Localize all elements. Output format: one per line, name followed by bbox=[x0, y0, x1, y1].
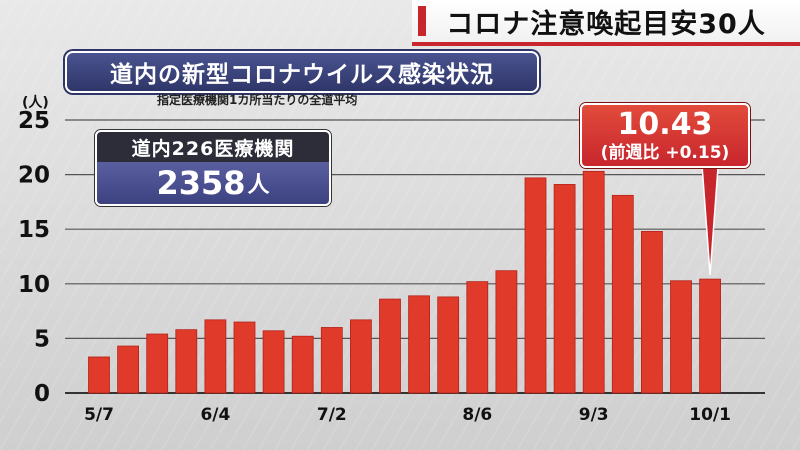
bar bbox=[408, 295, 431, 394]
callout-arrow bbox=[701, 165, 719, 276]
y-tick-label: 15 bbox=[18, 217, 50, 243]
bar bbox=[320, 327, 343, 394]
callout-pointer bbox=[701, 165, 719, 276]
info-box-value: 2358 bbox=[156, 164, 246, 202]
chart-title: 道内の新型コロナウイルス感染状況 bbox=[110, 62, 494, 88]
bar bbox=[670, 280, 692, 394]
y-tick-label: 10 bbox=[18, 272, 50, 298]
bar bbox=[582, 170, 605, 394]
info-box-header: 道内226医療機関 bbox=[97, 132, 329, 162]
bar bbox=[495, 270, 518, 394]
bar bbox=[349, 319, 372, 394]
bar bbox=[233, 321, 256, 394]
bar bbox=[611, 194, 634, 394]
y-tick-label: 25 bbox=[18, 108, 50, 134]
bar bbox=[204, 319, 227, 394]
bar bbox=[466, 281, 489, 394]
x-tick-labels: 5/7 6/4 7/2 8/6 9/3 10/1 bbox=[84, 405, 731, 425]
info-box-body: 2358 人 bbox=[97, 162, 329, 204]
bars bbox=[88, 170, 721, 394]
chart-subtitle: 指定医療機関1カ所当たりの全道平均 bbox=[157, 93, 358, 107]
x-tick-label: 7/2 bbox=[317, 405, 347, 425]
bar bbox=[524, 177, 547, 394]
bar bbox=[699, 278, 721, 394]
info-box-label: 道内226医療機関 bbox=[131, 137, 295, 160]
bar bbox=[291, 335, 314, 394]
top-banner: コロナ注意喚起目安30人 bbox=[412, 0, 800, 46]
x-tick-label: 5/7 bbox=[84, 405, 114, 425]
chart-title-box: 道内の新型コロナウイルス感染状況 bbox=[65, 51, 539, 93]
bar bbox=[175, 329, 198, 394]
x-tick-label: 10/1 bbox=[689, 405, 731, 425]
y-tick-labels: 0 5 10 15 20 25 bbox=[18, 108, 50, 407]
bar bbox=[88, 356, 110, 394]
info-box-unit: 人 bbox=[247, 173, 270, 198]
bar bbox=[262, 330, 285, 394]
bar bbox=[117, 345, 139, 394]
y-tick-label: 20 bbox=[18, 163, 50, 189]
latest-value-callout: 10.43 (前週比 +0.15) bbox=[580, 103, 750, 168]
y-tick-label: 5 bbox=[34, 326, 50, 352]
bar bbox=[146, 333, 169, 394]
callout-note: (前週比 +0.15) bbox=[600, 143, 730, 163]
callout-value: 10.43 bbox=[617, 107, 713, 142]
bar bbox=[379, 298, 401, 394]
y-axis-unit: (人) bbox=[22, 95, 49, 111]
info-box: 道内226医療機関 2358 人 bbox=[95, 130, 331, 206]
bar bbox=[437, 296, 460, 394]
bar bbox=[641, 230, 663, 394]
x-tick-label: 8/6 bbox=[462, 405, 492, 425]
bar bbox=[553, 184, 576, 394]
banner-text: コロナ注意喚起目安30人 bbox=[446, 8, 766, 40]
y-tick-label: 0 bbox=[34, 381, 50, 407]
x-tick-label: 9/3 bbox=[579, 405, 609, 425]
x-tick-label: 6/4 bbox=[200, 405, 230, 425]
